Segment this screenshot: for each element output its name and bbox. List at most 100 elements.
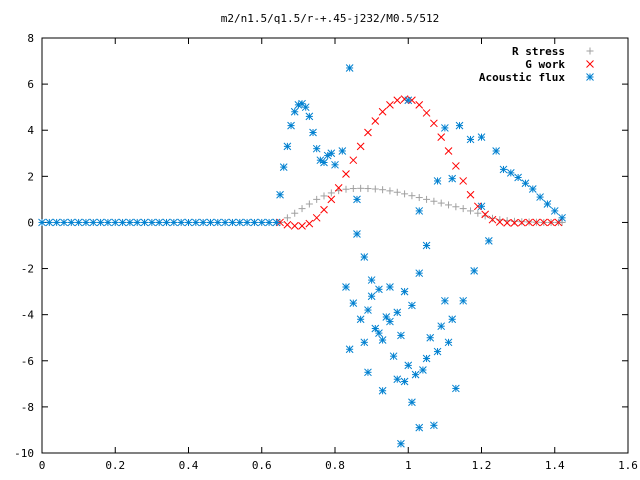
x-tick-label: 0 [39,459,46,472]
data-point [473,202,482,211]
data-point [430,119,438,128]
data-point [213,218,222,227]
data-point [291,209,299,217]
data-point [257,218,266,227]
data-point [191,218,200,227]
data-point [305,112,314,121]
y-tick-label: -2 [21,263,34,276]
data-point [415,194,423,202]
data-point [397,331,405,340]
legend-label: G work [525,58,565,71]
data-point [320,205,328,214]
data-point [499,165,508,174]
data-point [155,218,164,227]
data-point [353,195,361,204]
data-point [466,135,475,144]
x-tick-label: 1.4 [545,459,565,472]
data-point [408,398,416,407]
data-point [422,354,431,363]
data-point [433,177,442,185]
data-point [367,276,376,284]
data-point [140,218,149,227]
data-point [455,121,464,130]
data-point [452,384,460,393]
data-point [397,439,405,448]
y-tick-label: 6 [27,78,34,91]
y-tick-label: 2 [27,170,34,183]
data-point [448,315,457,324]
data-point [445,201,453,209]
data-point [342,170,350,178]
data-point [104,218,112,227]
data-point [371,324,380,333]
data-point [250,218,259,227]
data-point [419,366,427,374]
data-point [126,218,134,227]
data-point [444,338,453,347]
data-point [364,306,372,314]
data-point [554,218,563,227]
data-point [393,375,402,384]
data-point [334,184,343,192]
data-point [283,142,292,151]
data-point [477,202,486,211]
data-point [393,96,402,105]
data-point [364,368,372,377]
data-point [386,101,394,109]
data-point [305,219,314,228]
data-point [82,218,90,227]
data-point [276,218,284,227]
data-point [441,124,449,132]
data-point [89,218,98,227]
data-point [459,177,468,185]
data-point [287,121,295,130]
data-point [67,218,76,227]
data-point [283,214,291,222]
data-point [74,218,83,227]
data-point [437,322,446,331]
data-point [338,147,347,155]
data-point [422,109,431,117]
data-point [441,296,449,305]
data-point [543,200,552,208]
series-g-work [276,95,563,230]
data-point [349,185,357,193]
data-point [378,336,387,344]
data-point [357,184,365,192]
data-point [38,218,46,227]
data-point [313,195,321,203]
data-point [169,218,178,227]
data-point [243,218,251,227]
y-tick-label: -6 [21,355,34,368]
data-point [342,185,350,193]
data-point [400,287,409,296]
data-point [404,96,413,105]
data-point [345,345,354,354]
data-point [459,205,467,213]
data-point [437,199,445,207]
data-point [481,212,489,220]
data-point [536,193,544,201]
x-tick-label: 0.4 [179,459,199,472]
data-point [290,107,299,116]
data-point [467,207,475,215]
chart-title: m2/n1.5/q1.5/r-+.45-j232/M0.5/512 [221,12,440,25]
data-point [401,190,409,198]
data-point [386,187,394,195]
x-tick-label: 1 [405,459,412,472]
data-point [279,163,288,171]
data-point [510,219,519,227]
data-point [448,174,457,183]
data-point [510,217,518,225]
plot-border [41,37,629,454]
data-point [528,185,537,193]
data-point [444,147,453,155]
data-point [423,195,431,203]
data-point [514,173,522,182]
data-point [488,215,497,224]
x-axis: 0 0.2 0.4 0.6 0.8 1 1.2 1.4 1.6 [39,38,638,472]
data-point [503,219,511,227]
data-point [415,207,424,215]
data-point [309,128,317,137]
